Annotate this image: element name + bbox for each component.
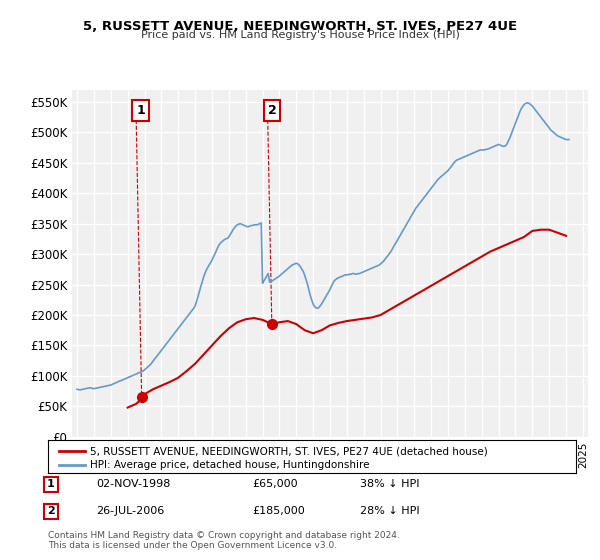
- Text: £65,000: £65,000: [252, 479, 298, 489]
- Text: 26-JUL-2006: 26-JUL-2006: [96, 506, 164, 516]
- Text: Price paid vs. HM Land Registry's House Price Index (HPI): Price paid vs. HM Land Registry's House …: [140, 30, 460, 40]
- Text: HPI: Average price, detached house, Huntingdonshire: HPI: Average price, detached house, Hunt…: [90, 460, 370, 470]
- Text: 2: 2: [47, 506, 55, 516]
- Text: 02-NOV-1998: 02-NOV-1998: [96, 479, 170, 489]
- Text: 28% ↓ HPI: 28% ↓ HPI: [360, 506, 419, 516]
- Text: 5, RUSSETT AVENUE, NEEDINGWORTH, ST. IVES, PE27 4UE (detached house): 5, RUSSETT AVENUE, NEEDINGWORTH, ST. IVE…: [90, 446, 488, 456]
- Text: 5, RUSSETT AVENUE, NEEDINGWORTH, ST. IVES, PE27 4UE: 5, RUSSETT AVENUE, NEEDINGWORTH, ST. IVE…: [83, 20, 517, 32]
- Text: 38% ↓ HPI: 38% ↓ HPI: [360, 479, 419, 489]
- Text: Contains HM Land Registry data © Crown copyright and database right 2024.
This d: Contains HM Land Registry data © Crown c…: [48, 530, 400, 550]
- Text: 2: 2: [268, 104, 277, 117]
- Text: 1: 1: [47, 479, 55, 489]
- Text: £185,000: £185,000: [252, 506, 305, 516]
- Text: 1: 1: [136, 104, 145, 117]
